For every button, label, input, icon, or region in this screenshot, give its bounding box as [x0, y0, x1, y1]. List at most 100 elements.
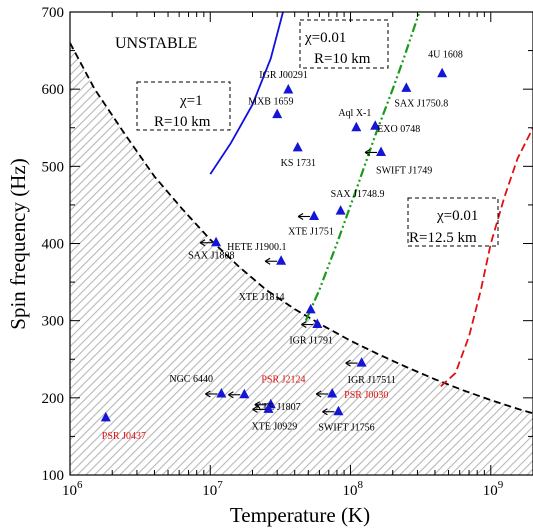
triangle-marker — [263, 403, 274, 413]
source-label: PSR J0437 — [102, 431, 146, 442]
x-tick-label: 108 — [343, 479, 364, 499]
triangle-marker — [356, 357, 367, 367]
triangle-marker — [370, 120, 381, 130]
triangle-marker — [437, 67, 448, 78]
source-label: SAX J1750.8 — [394, 98, 448, 109]
red-dashed-curve — [440, 127, 533, 387]
upper-limit-arrow-head — [297, 213, 304, 220]
upper-limit-arrow-head — [205, 390, 211, 398]
upper-limit-arrow-head — [199, 239, 206, 247]
source-label: NGC 6440 — [169, 374, 213, 385]
source-label: 4U 1608 — [428, 50, 463, 61]
point-psr-j2124: PSR J2124 — [228, 375, 306, 399]
point-hete-j1900-1: HETE J1900.1 — [227, 242, 287, 265]
stable-region-hatch — [70, 42, 533, 475]
x-tick-label: 106 — [62, 479, 83, 499]
triangle-marker — [312, 318, 323, 329]
triangle-marker — [292, 141, 303, 152]
curves-layer — [70, 12, 533, 415]
box2-line1: χ=0.01 — [304, 30, 346, 46]
source-label: IGR J1791 — [289, 336, 333, 347]
triangle-marker — [283, 83, 294, 94]
triangle-marker — [272, 108, 283, 119]
source-label: EXO 0748 — [377, 124, 420, 135]
upper-limit-arrow-head — [252, 405, 258, 413]
point-psr-j0030: PSR J0030 — [315, 387, 388, 401]
triangle-marker — [100, 411, 111, 422]
point-igr-j1791: IGR J1791 — [289, 318, 333, 347]
point-psr-j0437: PSR J0437 — [100, 411, 146, 442]
y-tick-label: 100 — [42, 468, 65, 484]
x-axis-label: Temperature (K) — [230, 503, 370, 527]
triangle-marker — [401, 82, 412, 92]
point-xte-j1814: XTE J1814 — [239, 292, 316, 314]
y-tick-label: 700 — [42, 5, 65, 21]
source-label: XTE J0929 — [251, 421, 297, 432]
source-label: XTE J1814 — [239, 292, 285, 303]
legend-box-chi001-r10: χ=0.01 R=10 km — [299, 19, 389, 69]
x-tick-exponent: 6 — [77, 479, 83, 491]
source-label: IGR J00291 — [259, 70, 308, 81]
source-label: PSR J0030 — [344, 390, 388, 401]
source-label: MXB 1659 — [248, 97, 293, 108]
triangle-marker — [309, 210, 320, 220]
legend-box-chi001-r125: χ=0.01 R=12.5 km — [407, 197, 499, 247]
source-label: SWIFT J1749 — [376, 165, 432, 176]
data-points: 4U 1608 SAX J1750.8 IGR J00291 MXB 1659 Aql … — [100, 50, 463, 442]
point-sax-j1750-8: SAX J1750.8 — [394, 82, 448, 109]
source-label: Aql X-1 — [338, 108, 371, 119]
triangle-marker — [211, 236, 222, 247]
triangle-marker — [335, 205, 346, 215]
upper-limit-arrow-head — [264, 257, 271, 265]
hatched-area — [70, 42, 533, 475]
blue-solid-curve — [209, 12, 284, 175]
y-tick-label: 300 — [42, 314, 65, 330]
y-tick-label: 200 — [42, 391, 65, 407]
upper-limit-arrow-head — [301, 321, 307, 328]
point-aql-x-1: Aql X-1 — [338, 108, 371, 132]
point-mxb-1659: MXB 1659 — [248, 97, 293, 119]
x-tick-label: 109 — [483, 479, 504, 499]
source-label: XTE J1751 — [288, 226, 334, 237]
upper-limit-arrow-head — [345, 359, 351, 367]
point-xte-j0929: XTE J0929 — [251, 403, 297, 432]
box3-line1: χ=0.01 — [436, 208, 478, 224]
box2-line2: R=10 km — [314, 51, 371, 67]
point-4u-1608: 4U 1608 — [428, 50, 463, 78]
triangle-marker — [351, 121, 362, 132]
source-label: SWIFT J1756 — [318, 423, 374, 434]
source-label: KS 1731 — [281, 158, 316, 169]
box1-line1: χ=1 — [179, 93, 203, 109]
point-igr-j00291: IGR J00291 — [259, 70, 308, 94]
triangle-marker — [305, 303, 316, 314]
triangle-marker — [327, 387, 338, 398]
source-label: SAX J1748.9 — [331, 189, 385, 200]
y-tick-label: 500 — [42, 159, 65, 175]
source-label: HETE J1900.1 — [227, 242, 286, 253]
legend-box-chi1-r10: χ=1 R=10 km — [136, 81, 231, 131]
triangle-marker — [333, 405, 344, 416]
y-tick-label: 600 — [42, 82, 65, 98]
source-label: SAX J1808 — [188, 251, 234, 262]
upper-limit-arrow-head — [364, 148, 371, 156]
point-xte-j1807: XTE J1807 — [254, 398, 301, 413]
y-tick-label: 400 — [42, 237, 65, 253]
point-swift-j1756: SWIFT J1756 — [318, 405, 375, 434]
y-axis-label: Spin frequency (Hz) — [6, 158, 30, 329]
black-dashed-curve — [70, 42, 533, 415]
triangle-marker — [216, 387, 227, 398]
x-tick-exponent: 8 — [358, 479, 364, 491]
point-ngc-6440: NGC 6440 — [169, 374, 227, 398]
triangle-marker — [239, 388, 250, 399]
x-tick-label: 107 — [202, 479, 223, 499]
point-swift-j1749: SWIFT J1749 — [364, 146, 432, 176]
point-xte-j1751: XTE J1751 — [288, 210, 334, 237]
point-sax-j1748-9: SAX J1748.9 — [331, 189, 385, 215]
upper-limit-arrow-head — [322, 408, 328, 416]
x-tick-exponent: 7 — [217, 479, 223, 491]
x-tick-exponent: 9 — [498, 479, 504, 491]
box3-line2: R=12.5 km — [409, 230, 477, 246]
triangle-marker — [376, 146, 387, 156]
source-label: XTE J1807 — [255, 402, 301, 413]
